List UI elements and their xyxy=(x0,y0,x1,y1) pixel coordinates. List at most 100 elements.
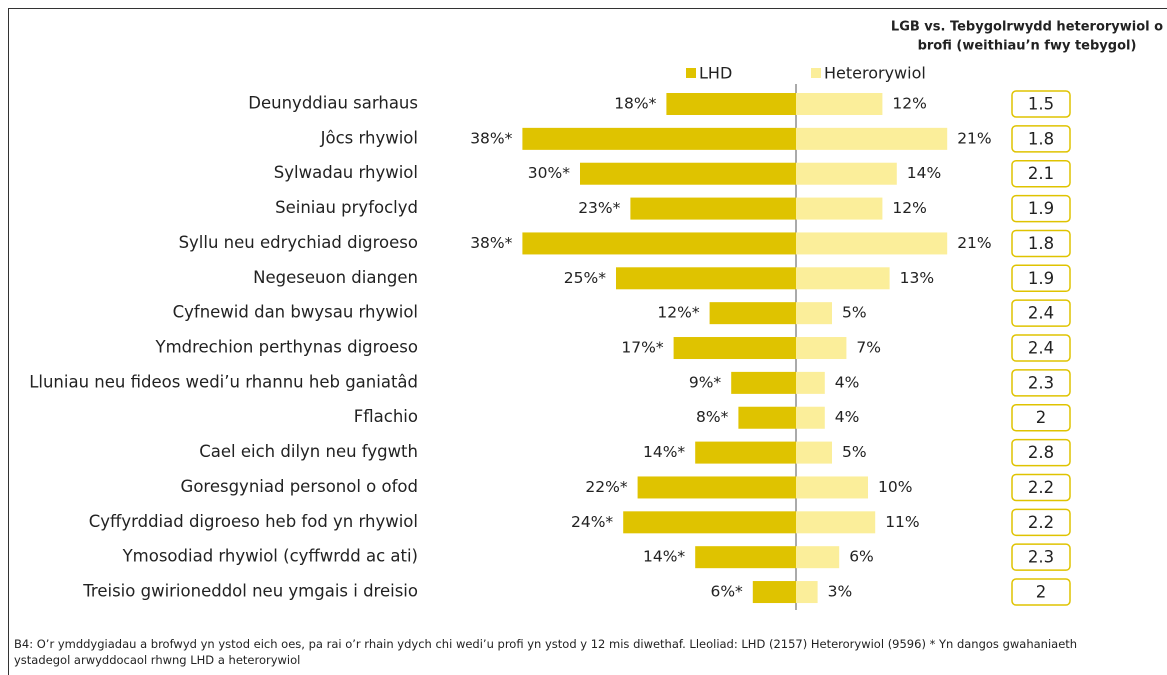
category-label: Seiniau pryfoclyd xyxy=(275,198,418,217)
value-label: 21% xyxy=(957,234,991,252)
category-label: Cael eich dilyn neu fygwth xyxy=(199,442,418,461)
value-label: 13% xyxy=(900,269,934,287)
bar xyxy=(796,127,948,150)
value-label: 24%* xyxy=(571,513,613,531)
category-label: Deunyddiau sarhaus xyxy=(248,94,418,113)
bar xyxy=(522,232,796,255)
bar xyxy=(796,441,832,464)
frame xyxy=(8,8,1167,675)
value-label: 38%* xyxy=(470,129,512,147)
ratio-box xyxy=(1011,194,1071,223)
category-label: Syllu neu edrychiad digroeso xyxy=(179,233,418,252)
ratio-value: 2.1 xyxy=(1028,164,1054,183)
ratio-box xyxy=(1011,299,1071,327)
bar xyxy=(796,302,832,325)
bar xyxy=(731,371,796,394)
bar xyxy=(673,337,796,360)
value-label: 12%* xyxy=(657,304,699,322)
ratio-box xyxy=(1011,90,1071,118)
ratio-box xyxy=(1011,438,1071,467)
value-label: 14% xyxy=(907,164,941,182)
category-label: Goresgyniad personol o ofod xyxy=(181,477,418,496)
bar xyxy=(695,441,796,464)
value-label: 6%* xyxy=(710,583,743,601)
ratio-value: 2.3 xyxy=(1028,548,1054,567)
value-label: 12% xyxy=(892,95,926,113)
value-label: 7% xyxy=(856,339,881,357)
bar xyxy=(709,302,796,325)
bar xyxy=(630,197,796,220)
value-label: 10% xyxy=(878,478,912,496)
ratio-box xyxy=(1011,543,1071,571)
ratio-value: 2.8 xyxy=(1028,443,1054,462)
legend-label: LHD xyxy=(699,64,732,83)
bar xyxy=(796,476,868,499)
ratio-box xyxy=(1011,369,1071,397)
ratio-header: LGB vs. Tebygolrwydd heterorywiol o xyxy=(891,20,1163,35)
bar xyxy=(796,267,890,290)
footnote: B4: O’r ymddygiadau a brofwyd yn ystod e… xyxy=(14,637,1078,667)
ratio-box xyxy=(1011,159,1071,188)
value-label: 21% xyxy=(957,129,991,147)
ratio-value: 2.3 xyxy=(1028,373,1054,392)
bar xyxy=(796,197,883,220)
value-label: 17%* xyxy=(621,339,663,357)
bar xyxy=(752,581,796,604)
bar xyxy=(796,406,825,429)
ratio-box xyxy=(1011,125,1071,153)
bar xyxy=(796,337,847,360)
value-label: 12% xyxy=(892,199,926,217)
ratio-header: brofi (weithiau’n fwy tebygol) xyxy=(918,39,1137,54)
value-label: 30%* xyxy=(528,164,570,182)
value-label: 5% xyxy=(842,304,867,322)
bar xyxy=(738,406,796,429)
value-label: 6% xyxy=(849,548,874,566)
ratio-value: 2.4 xyxy=(1028,339,1054,358)
bar xyxy=(796,232,948,255)
value-label: 18%* xyxy=(614,95,656,113)
category-label: Fflachio xyxy=(354,407,418,426)
ratio-box xyxy=(1011,473,1071,502)
ratio-value: 1.9 xyxy=(1028,269,1054,288)
value-label: 5% xyxy=(842,443,867,461)
bar xyxy=(796,511,876,534)
ratio-value: 1.5 xyxy=(1028,95,1054,114)
category-label: Treisio gwirioneddol neu ymgais i dreisi… xyxy=(82,582,418,601)
bar xyxy=(796,581,818,604)
value-label: 8%* xyxy=(696,408,729,426)
category-label: Lluniau neu fideos wedi’u rhannu heb gan… xyxy=(29,372,418,391)
category-label: Negeseuon diangen xyxy=(253,268,418,287)
ratio-value: 2 xyxy=(1036,583,1047,602)
bar xyxy=(666,93,796,115)
ratio-box xyxy=(1011,229,1071,258)
ratio-value: 2 xyxy=(1036,408,1047,427)
ratio-box xyxy=(1011,578,1071,606)
value-label: 4% xyxy=(835,408,860,426)
ratio-value: 2.2 xyxy=(1028,513,1054,532)
ratio-value: 1.8 xyxy=(1028,129,1054,148)
bar xyxy=(637,476,796,499)
category-label: Jôcs rhywiol xyxy=(320,128,418,147)
ratio-box xyxy=(1011,334,1071,362)
category-label: Cyfnewid dan bwysau rhywiol xyxy=(173,303,418,322)
value-label: 11% xyxy=(885,513,919,531)
value-label: 3% xyxy=(828,583,853,601)
bar xyxy=(796,93,883,115)
bar xyxy=(522,127,796,150)
value-label: 9%* xyxy=(689,373,722,391)
value-label: 4% xyxy=(835,373,860,391)
category-label: Ymdrechion perthynas digroeso xyxy=(154,338,418,357)
bar xyxy=(616,267,796,290)
legend-swatch xyxy=(811,68,821,78)
category-label: Ymosodiad rhywiol (cyffwrdd ac ati) xyxy=(122,547,418,566)
value-label: 38%* xyxy=(470,234,512,252)
bar xyxy=(623,511,796,534)
bar xyxy=(796,546,840,569)
ratio-value: 2.4 xyxy=(1028,304,1054,323)
bar xyxy=(796,371,825,394)
bar xyxy=(580,162,796,185)
bar xyxy=(695,546,796,569)
ratio-box xyxy=(1011,403,1071,432)
category-label: Sylwadau rhywiol xyxy=(274,163,418,182)
